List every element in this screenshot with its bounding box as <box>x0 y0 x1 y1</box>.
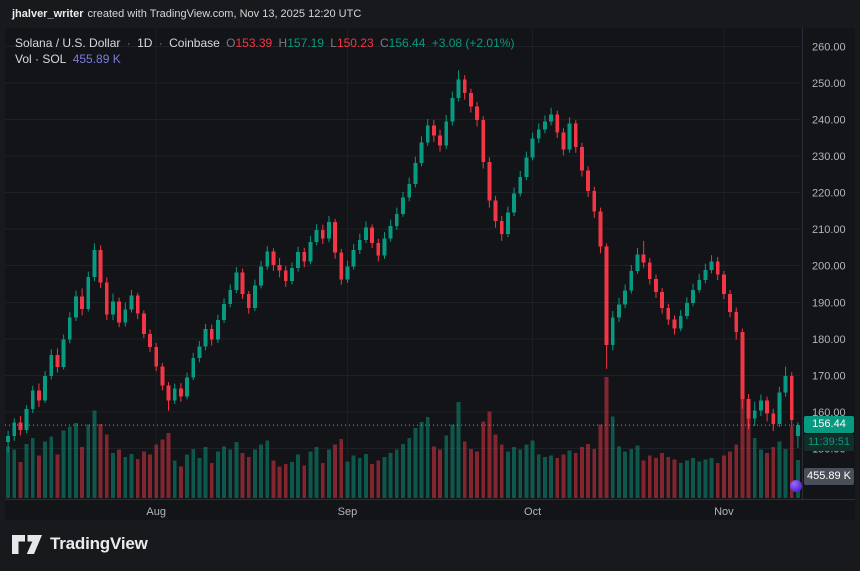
chart-area[interactable]: 260.00 250.00 240.00 230.00 220.00 210.00 200.… <box>5 28 855 520</box>
svg-text:210.00: 210.00 <box>812 224 846 236</box>
svg-text:190.00: 190.00 <box>812 297 846 309</box>
svg-text:Sep: Sep <box>338 506 358 518</box>
footer: TradingView <box>12 527 148 561</box>
svg-text:160.00: 160.00 <box>812 407 846 419</box>
last-price-badge-group: 156.44 11:39:51 <box>804 416 854 452</box>
svg-text:230.00: 230.00 <box>812 151 846 163</box>
svg-text:240.00: 240.00 <box>812 114 846 126</box>
high-value: 157.19 <box>287 36 324 50</box>
attribution-bar: jhalver_writer created with TradingView.… <box>0 0 860 28</box>
svg-text:260.00: 260.00 <box>812 41 846 53</box>
symbol-title[interactable]: Solana / U.S. Dollar <box>15 36 121 50</box>
purple-dot-icon <box>790 480 802 492</box>
time-axis-labels[interactable]: Aug Sep Oct Nov <box>146 506 734 518</box>
attribution-text: created with TradingView.com, Nov 13, 20… <box>87 8 362 20</box>
price-chart-canvas[interactable]: 260.00 250.00 240.00 230.00 220.00 210.00 200.… <box>5 28 855 520</box>
svg-text:200.00: 200.00 <box>812 261 846 273</box>
svg-text:170.00: 170.00 <box>812 370 846 382</box>
legend-row-symbol: Solana / U.S. Dollar · 1D · Coinbase O15… <box>15 35 517 51</box>
separator: · <box>158 36 163 50</box>
svg-text:180.00: 180.00 <box>812 334 846 346</box>
low-value: 150.23 <box>336 36 374 50</box>
volume-label[interactable]: Vol · SOL <box>15 52 67 66</box>
price-axis-labels[interactable]: 260.00 250.00 240.00 230.00 220.00 210.00 200.… <box>812 41 846 455</box>
tradingview-brand[interactable]: TradingView <box>50 534 148 553</box>
change-value: +3.08 (+2.01%) <box>431 36 515 50</box>
tradingview-logo-icon[interactable] <box>12 534 42 554</box>
svg-text:Oct: Oct <box>524 506 541 518</box>
svg-text:220.00: 220.00 <box>812 188 846 200</box>
candlestick-series[interactable] <box>6 70 800 453</box>
close-label: C <box>380 36 389 50</box>
svg-text:Aug: Aug <box>146 506 166 518</box>
last-price-badge: 156.44 <box>804 416 854 434</box>
open-label: O <box>226 36 236 50</box>
separator: · <box>126 36 131 50</box>
close-value: 156.44 <box>388 36 426 50</box>
countdown-badge: 11:39:51 <box>804 434 854 452</box>
grid <box>5 28 801 498</box>
svg-text:250.00: 250.00 <box>812 78 846 90</box>
svg-text:Nov: Nov <box>714 506 734 518</box>
legend-row-volume: Vol · SOL 455.89 K <box>15 51 517 67</box>
chart-legend: Solana / U.S. Dollar · 1D · Coinbase O15… <box>15 35 517 67</box>
open-value: 153.39 <box>235 36 273 50</box>
high-label: H <box>278 36 288 50</box>
volume-series[interactable] <box>6 377 800 498</box>
exchange[interactable]: Coinbase <box>169 36 220 50</box>
low-label: L <box>330 36 337 50</box>
attribution-username: jhalver_writer <box>12 8 84 20</box>
volume-badge: 455.89 K <box>804 468 854 485</box>
volume-value: 455.89 K <box>72 52 121 66</box>
interval[interactable]: 1D <box>137 36 153 50</box>
